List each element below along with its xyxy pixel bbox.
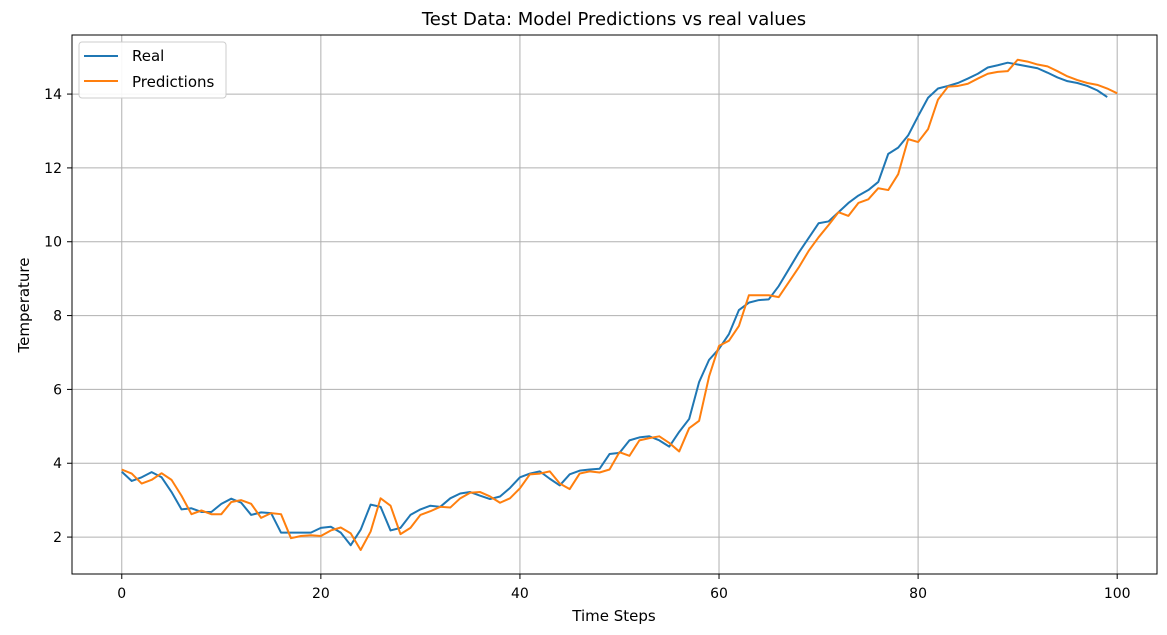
x-tick-label: 20 xyxy=(312,586,330,602)
y-tick-label: 4 xyxy=(53,456,62,472)
chart-title: Test Data: Model Predictions vs real val… xyxy=(421,9,806,30)
plot-frame xyxy=(71,34,1158,575)
x-tick-label: 0 xyxy=(117,586,126,602)
series-line-real xyxy=(121,61,1108,547)
series-line-predictions xyxy=(121,58,1118,551)
x-tick-label: 60 xyxy=(710,586,728,602)
y-tick-label: 2 xyxy=(53,530,62,546)
legend-label-real: Real xyxy=(132,47,164,65)
grid xyxy=(72,35,1157,574)
y-tick-label: 12 xyxy=(44,161,62,177)
y-tick-label: 8 xyxy=(53,309,62,325)
y-tick-label: 6 xyxy=(53,382,62,398)
x-tick-label: 40 xyxy=(511,586,529,602)
y-tick-label: 14 xyxy=(44,87,62,103)
legend-label-predictions: Predictions xyxy=(132,73,215,91)
y-axis-label: Temperature xyxy=(15,257,33,353)
x-axis-label: Time Steps xyxy=(571,607,656,625)
y-tick-label: 10 xyxy=(44,235,62,251)
x-tick-label: 100 xyxy=(1104,586,1131,602)
series-lines xyxy=(121,58,1118,551)
x-tick-label: 80 xyxy=(909,586,927,602)
legend: Real Predictions xyxy=(78,41,227,99)
axis-ticks: 0 20 40 60 80 100 2 4 6 8 10 12 14 xyxy=(44,87,1130,602)
